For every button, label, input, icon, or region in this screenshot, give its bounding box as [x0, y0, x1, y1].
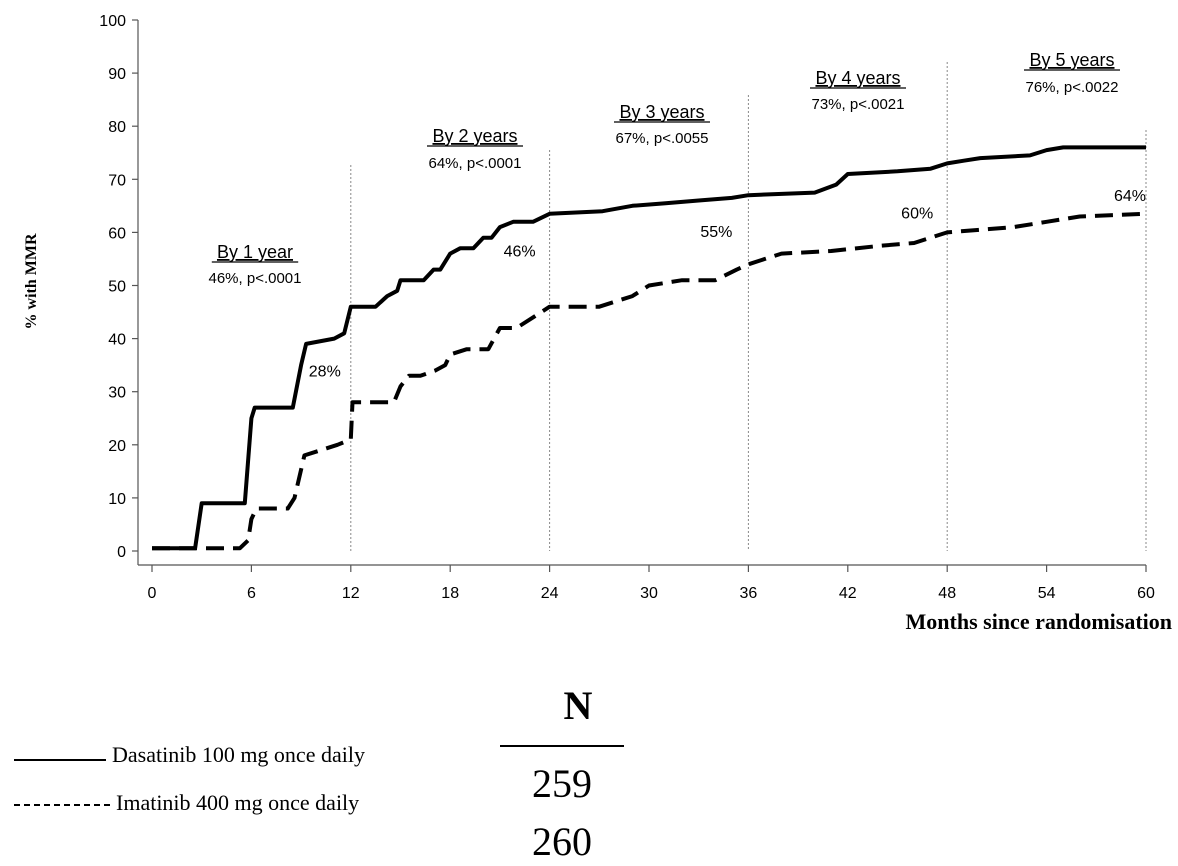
x-axis-title: Months since randomisation	[906, 609, 1172, 634]
x-tick-label-42: 42	[839, 585, 857, 602]
annotation-heading-3: By 3 years	[619, 102, 704, 122]
imatinib-value-label-4: 60%	[901, 205, 933, 222]
y-tick-label-60: 60	[108, 225, 126, 242]
annotation-stat-3: 67%, p<.0055	[616, 130, 709, 147]
imatinib-value-label-3: 55%	[700, 224, 732, 241]
y-tick-label-100: 100	[99, 13, 126, 30]
annotation-stat-4: 73%, p<.0021	[812, 96, 905, 113]
annotation-stat-1: 46%, p<.0001	[209, 270, 302, 287]
y-tick-label-80: 80	[108, 119, 126, 136]
y-tick-label-90: 90	[108, 66, 126, 83]
imatinib-value-label-2: 46%	[504, 244, 536, 261]
y-tick-label-0: 0	[117, 544, 126, 561]
annotation-heading-1: By 1 year	[217, 242, 293, 262]
x-tick-label-30: 30	[640, 585, 658, 602]
x-tick-label-6: 6	[247, 585, 256, 602]
y-tick-label-40: 40	[108, 332, 126, 349]
x-tick-label-12: 12	[342, 585, 360, 602]
y-tick-label-20: 20	[108, 438, 126, 455]
y-axis-title: % with MMR	[23, 233, 40, 329]
x-tick-label-18: 18	[441, 585, 459, 602]
x-tick-label-48: 48	[938, 585, 956, 602]
x-tick-label-60: 60	[1137, 585, 1155, 602]
axes: 0 10 20 30 40 50 60 70 80 90 100 0 6 12 18 24 30 36 42 48 54…	[23, 13, 1172, 634]
x-tick-label-0: 0	[148, 585, 157, 602]
year-markers	[350, 62, 1147, 551]
series-lines	[152, 145, 1147, 551]
annotation-heading-4: By 4 years	[815, 68, 900, 88]
imatinib-value-label-5: 64%	[1114, 188, 1146, 205]
annotation-stat-5: 76%, p<.0022	[1026, 79, 1119, 96]
y-tick-label-70: 70	[108, 172, 126, 189]
annotation-stat-2: 64%, p<.0001	[429, 155, 522, 172]
annotation-heading-2: By 2 years	[432, 126, 517, 146]
y-tick-label-50: 50	[108, 279, 126, 296]
y-tick-label-10: 10	[108, 491, 126, 508]
imatinib-value-label-1: 28%	[309, 363, 341, 380]
annotation-heading-5: By 5 years	[1029, 50, 1114, 70]
x-tick-label-54: 54	[1038, 585, 1056, 602]
y-tick-label-30: 30	[108, 385, 126, 402]
series-line-imatinib	[152, 211, 1147, 551]
x-tick-label-36: 36	[740, 585, 758, 602]
annotations: By 1 year 46%, p<.0001 By 2 years 64%, p<.0…	[209, 50, 1147, 380]
x-tick-label-24: 24	[541, 585, 559, 602]
series-line-dasatinib	[152, 145, 1146, 551]
